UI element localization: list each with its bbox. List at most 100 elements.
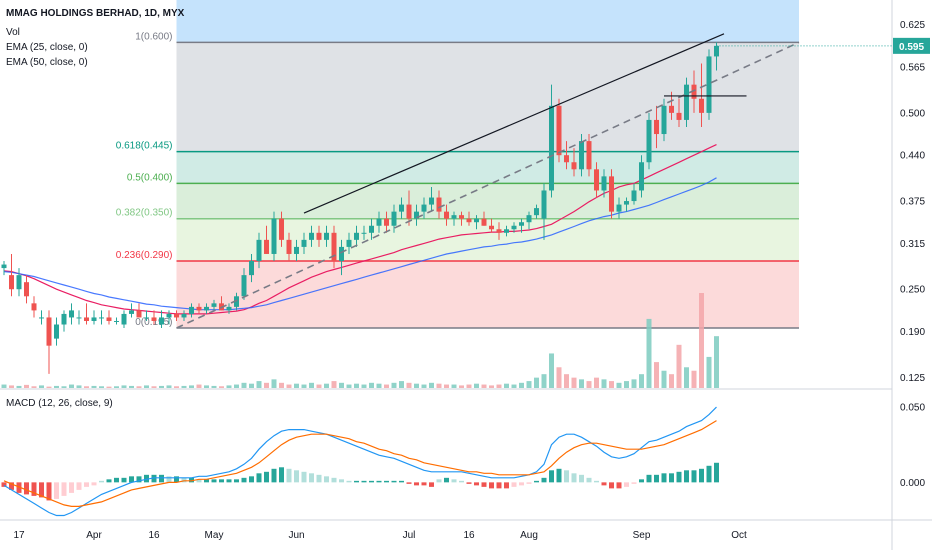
candle-body bbox=[226, 306, 232, 311]
macd-hist-bar bbox=[91, 482, 97, 486]
candle-body bbox=[601, 176, 607, 191]
fib-level-label: 0.5(0.400) bbox=[127, 172, 173, 183]
price-axis-tick: 0.625 bbox=[900, 20, 925, 31]
price-axis-tick: 0.500 bbox=[900, 108, 925, 119]
candle-body bbox=[631, 190, 637, 202]
macd-hist-bar bbox=[474, 482, 479, 486]
candle-body bbox=[466, 218, 472, 223]
volume-bar bbox=[9, 385, 14, 388]
volume-bar bbox=[294, 383, 299, 388]
macd-hist-bar bbox=[481, 482, 487, 487]
candle-body bbox=[211, 303, 217, 307]
macd-hist-bar bbox=[661, 473, 667, 483]
volume-bar bbox=[579, 379, 584, 388]
candle-body bbox=[564, 155, 569, 163]
volume-bar bbox=[699, 293, 704, 388]
candle-body bbox=[669, 105, 674, 113]
volume-bar bbox=[624, 381, 629, 388]
candle-body bbox=[654, 119, 659, 135]
macd-hist-bar bbox=[301, 471, 307, 483]
volume-bar bbox=[564, 374, 569, 388]
volume-bar bbox=[384, 384, 389, 388]
fib-zone bbox=[176, 218, 799, 262]
macd-hist-bar bbox=[106, 479, 112, 483]
candle-body bbox=[316, 232, 322, 240]
volume-bar bbox=[429, 382, 434, 388]
price-axis-tick: 0.440 bbox=[900, 151, 925, 162]
volume-bar bbox=[331, 381, 337, 388]
volume-bar bbox=[459, 385, 464, 388]
candle-body bbox=[54, 324, 59, 339]
macd-hist-bar bbox=[151, 474, 157, 483]
candle-body bbox=[264, 239, 269, 254]
candle-body bbox=[84, 317, 89, 321]
macd-hist-bar bbox=[624, 482, 629, 487]
volume-bar bbox=[339, 382, 344, 388]
macd-hist-bar bbox=[249, 476, 254, 483]
macd-hist-bar bbox=[241, 477, 247, 483]
macd-hist-bar bbox=[114, 477, 119, 483]
macd-hist-bar bbox=[556, 468, 562, 483]
volume-bar bbox=[346, 384, 352, 388]
volume-bar bbox=[601, 379, 607, 388]
macd-hist-bar bbox=[459, 480, 464, 483]
volume-bar bbox=[91, 385, 97, 388]
volume-bar bbox=[151, 386, 157, 388]
candle-body bbox=[9, 275, 14, 290]
volume-bar bbox=[31, 386, 37, 388]
macd-hist-bar bbox=[586, 477, 592, 483]
candle-body bbox=[346, 239, 352, 247]
fib-level-label: 0.236(0.290) bbox=[116, 250, 173, 261]
macd-hist-bar bbox=[414, 482, 419, 486]
candle-body bbox=[496, 229, 502, 233]
candle-body bbox=[196, 306, 202, 311]
candle-body bbox=[384, 218, 389, 226]
volume-bar bbox=[511, 384, 517, 388]
volume-bar bbox=[586, 381, 592, 388]
macd-hist-bar bbox=[144, 474, 149, 483]
candle-body bbox=[511, 225, 517, 230]
candle-body bbox=[406, 204, 412, 219]
candle-body bbox=[31, 303, 37, 311]
macd-hist-bar bbox=[376, 480, 382, 483]
macd-hist-bar bbox=[39, 482, 44, 498]
macd-hist-bar bbox=[646, 474, 652, 483]
time-axis-tick: May bbox=[205, 530, 224, 541]
volume-bar bbox=[129, 385, 134, 388]
candle-body bbox=[474, 218, 479, 223]
candle-body bbox=[639, 162, 644, 191]
macd-hist-bar bbox=[76, 482, 82, 490]
volume-bar bbox=[451, 384, 457, 388]
volume-bar bbox=[609, 381, 614, 388]
macd-hist-bar bbox=[391, 480, 397, 483]
candle-body bbox=[24, 282, 29, 297]
volume-bar bbox=[256, 381, 262, 388]
macd-hist-bar bbox=[346, 480, 352, 483]
macd-axis-tick: 0.000 bbox=[900, 478, 925, 489]
time-axis-tick: 16 bbox=[148, 530, 160, 541]
candle-body bbox=[684, 84, 689, 120]
candle-body bbox=[151, 317, 157, 321]
volume-bar bbox=[249, 383, 254, 388]
macd-hist-bar bbox=[384, 480, 389, 483]
price-axis-tick: 0.250 bbox=[900, 285, 925, 296]
volume-bar bbox=[166, 385, 172, 388]
candle-body bbox=[421, 204, 427, 212]
volume-bar bbox=[189, 385, 194, 388]
macd-hist-bar bbox=[174, 476, 179, 483]
candle-body bbox=[676, 112, 682, 120]
candle-body bbox=[451, 215, 457, 219]
candle-body bbox=[526, 215, 532, 223]
fib-level-label: 1(0.600) bbox=[135, 31, 172, 42]
volume-bar bbox=[706, 356, 712, 388]
macd-legend: MACD (12, 26, close, 9) bbox=[6, 398, 113, 409]
price-axis-tick: 0.375 bbox=[900, 197, 925, 208]
candle-body bbox=[369, 225, 374, 233]
macd-hist-bar bbox=[406, 482, 412, 484]
volume-bar bbox=[391, 382, 397, 388]
candle-body bbox=[594, 169, 599, 191]
volume-bar bbox=[226, 385, 232, 388]
volume-bar bbox=[196, 384, 202, 388]
macd-hist-bar bbox=[264, 471, 269, 483]
